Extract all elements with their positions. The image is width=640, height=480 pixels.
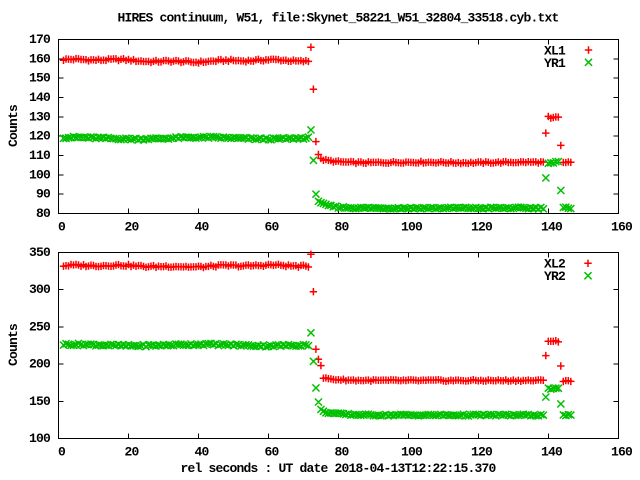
svg-text:170: 170: [29, 32, 51, 47]
svg-text:160: 160: [611, 445, 633, 460]
svg-text:Counts: Counts: [6, 323, 21, 366]
svg-text:XL2: XL2: [544, 257, 566, 272]
svg-text:110: 110: [29, 148, 51, 163]
svg-text:140: 140: [29, 90, 51, 105]
svg-text:80: 80: [36, 206, 51, 221]
svg-text:200: 200: [29, 357, 51, 372]
svg-text:140: 140: [541, 445, 563, 460]
svg-text:130: 130: [29, 109, 51, 124]
svg-text:100: 100: [401, 220, 423, 235]
svg-text:60: 60: [264, 445, 279, 460]
svg-text:120: 120: [471, 220, 493, 235]
svg-text:HIRES continuum, W51, file:Sky: HIRES continuum, W51, file:Skynet_58221_…: [117, 11, 558, 26]
svg-text:90: 90: [36, 187, 51, 202]
svg-text:120: 120: [29, 129, 51, 144]
svg-text:300: 300: [29, 282, 51, 297]
svg-text:80: 80: [334, 445, 349, 460]
svg-text:40: 40: [194, 220, 209, 235]
svg-text:100: 100: [29, 167, 51, 182]
svg-text:100: 100: [29, 431, 51, 446]
svg-text:150: 150: [29, 394, 51, 409]
svg-text:60: 60: [264, 220, 279, 235]
svg-text:350: 350: [29, 245, 51, 260]
svg-text:80: 80: [334, 220, 349, 235]
svg-text:20: 20: [124, 445, 139, 460]
svg-text:100: 100: [401, 445, 423, 460]
svg-text:XL1: XL1: [544, 44, 566, 59]
svg-text:140: 140: [541, 220, 563, 235]
svg-text:150: 150: [29, 71, 51, 86]
svg-text:120: 120: [471, 445, 493, 460]
svg-text:0: 0: [58, 445, 66, 460]
svg-text:250: 250: [29, 319, 51, 334]
svg-text:rel seconds : UT date 2018-04-: rel seconds : UT date 2018-04-13T12:22:1…: [180, 461, 496, 476]
svg-text:YR2: YR2: [544, 269, 566, 284]
svg-text:160: 160: [611, 220, 633, 235]
svg-text:160: 160: [29, 51, 51, 66]
svg-text:YR1: YR1: [544, 56, 566, 71]
svg-text:0: 0: [58, 220, 66, 235]
svg-text:Counts: Counts: [6, 104, 21, 147]
svg-text:20: 20: [124, 220, 139, 235]
svg-text:40: 40: [194, 445, 209, 460]
